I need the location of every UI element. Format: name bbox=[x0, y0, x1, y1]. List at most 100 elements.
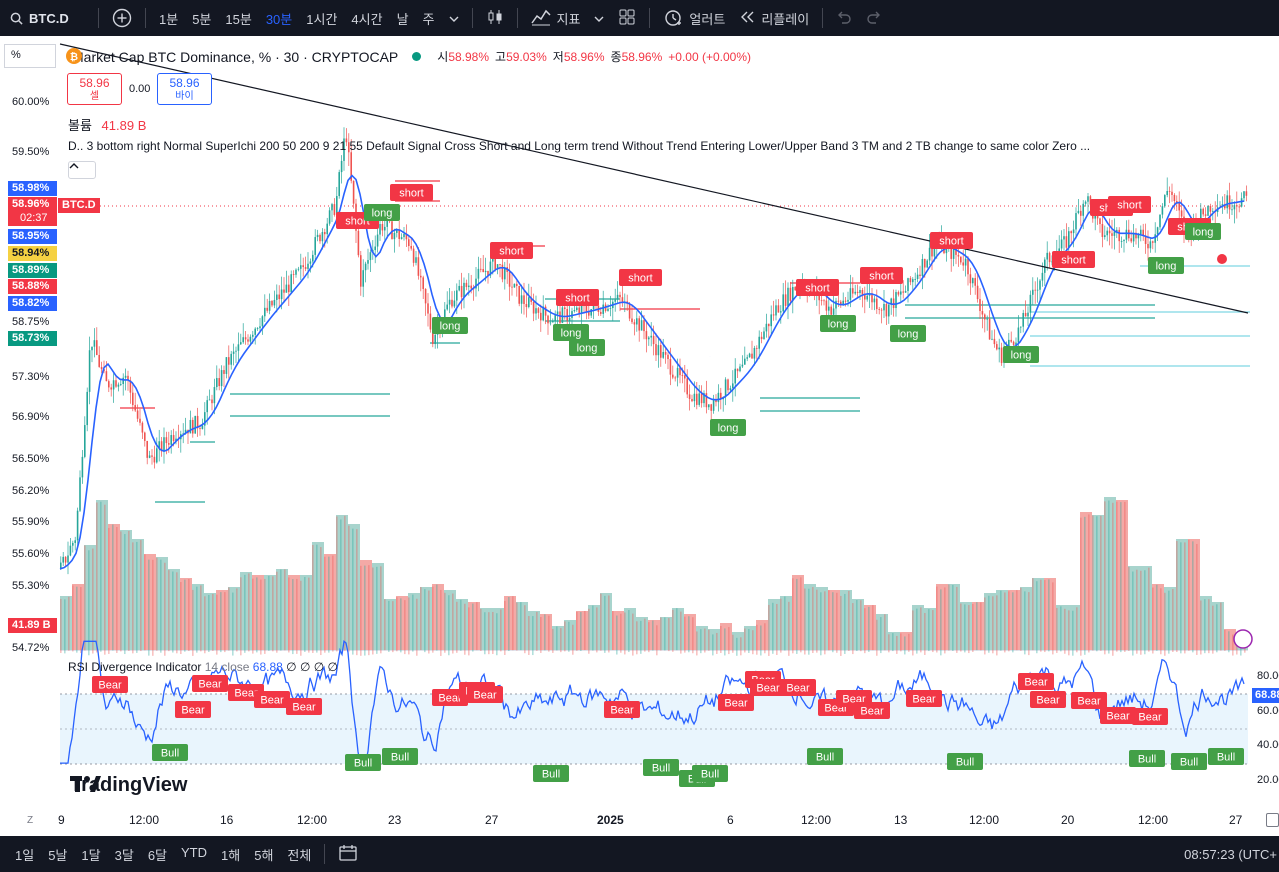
indicators-button[interactable]: 지표 bbox=[524, 0, 588, 36]
redo-button[interactable] bbox=[859, 0, 889, 36]
interval-4[interactable]: 1시간 bbox=[306, 11, 338, 27]
candle-body bbox=[470, 285, 472, 289]
candle-body bbox=[484, 270, 487, 273]
candle-body bbox=[564, 307, 566, 310]
volume-bar bbox=[204, 593, 216, 650]
volume-bar bbox=[544, 614, 546, 651]
range-0[interactable]: 1일 bbox=[15, 847, 35, 863]
candle-body bbox=[321, 232, 324, 242]
candle-body bbox=[211, 399, 213, 404]
undo-button[interactable] bbox=[829, 0, 859, 36]
volume-bar bbox=[228, 587, 230, 651]
candle-body bbox=[1226, 195, 1228, 209]
volume-bar bbox=[912, 605, 924, 650]
candle-body bbox=[794, 286, 796, 291]
bull-signal: Bull bbox=[956, 757, 974, 769]
buy-button[interactable]: 58.96 바이 bbox=[157, 73, 212, 105]
range-7[interactable]: 5해 bbox=[254, 847, 274, 863]
volume-bar bbox=[1160, 588, 1162, 655]
range-5[interactable]: YTD bbox=[181, 844, 208, 860]
interval-3[interactable]: 30분 bbox=[265, 11, 293, 27]
symbol-search[interactable]: BTC.D bbox=[0, 0, 92, 36]
interval-1[interactable]: 5분 bbox=[192, 11, 212, 27]
interval-6[interactable]: 날 bbox=[396, 11, 409, 27]
replay-label: 리플레이 bbox=[761, 11, 810, 27]
range-2[interactable]: 1달 bbox=[81, 847, 101, 863]
chart-canvas[interactable]: short short short short short short short short… bbox=[0, 36, 1279, 836]
range-3[interactable]: 3달 bbox=[114, 847, 134, 863]
volume-bar bbox=[756, 620, 768, 650]
interval-2[interactable]: 15분 bbox=[225, 11, 252, 27]
range-8[interactable]: 전체 bbox=[287, 847, 312, 863]
indicator-legend[interactable]: D.. 3 bottom right Normal SuperIchi 200 … bbox=[68, 139, 1091, 153]
volume-bar bbox=[848, 590, 850, 651]
candle-body bbox=[60, 562, 62, 569]
volume-bar bbox=[532, 616, 534, 656]
candle-body bbox=[1125, 229, 1128, 240]
chart-type-button[interactable] bbox=[479, 0, 511, 36]
bear-signal-bg bbox=[604, 701, 640, 718]
range-4[interactable]: 6달 bbox=[147, 847, 168, 863]
interval-dropdown[interactable] bbox=[442, 0, 466, 36]
volume-bar bbox=[1044, 578, 1056, 650]
volume-bar bbox=[1180, 542, 1182, 654]
scale-mode-box[interactable]: % bbox=[4, 44, 56, 68]
pane-separator bbox=[60, 650, 1248, 651]
zoom-icon[interactable]: Z bbox=[27, 815, 34, 826]
collapse-legend-button[interactable] bbox=[68, 161, 96, 179]
candle-body bbox=[182, 433, 184, 435]
time-axis-label: 12:00 bbox=[297, 813, 328, 827]
volume-bar bbox=[400, 598, 402, 653]
interval-0[interactable]: 1분 bbox=[159, 11, 179, 27]
symbol-name: BTC.D bbox=[29, 10, 69, 26]
interval-5[interactable]: 4시간 bbox=[351, 11, 383, 27]
short-signal: short bbox=[1117, 200, 1141, 212]
candle-body bbox=[782, 294, 784, 312]
moving-average-line bbox=[59, 174, 1245, 570]
low-label: 저 bbox=[552, 50, 564, 64]
volume-bar bbox=[576, 611, 588, 650]
legend-title-row: ₿ Market Cap BTC Dominance, % · 30 · CRY… bbox=[66, 48, 751, 65]
volume-bar bbox=[524, 605, 526, 654]
layout-button[interactable] bbox=[611, 0, 643, 36]
volume-bar bbox=[1104, 501, 1106, 655]
candle-body bbox=[1159, 214, 1161, 228]
candle-body bbox=[511, 286, 513, 288]
compare-button[interactable] bbox=[105, 0, 139, 36]
candle-body bbox=[331, 204, 333, 211]
sell-button[interactable]: 58.96 셀 bbox=[67, 73, 122, 105]
price-tag: 58.82% bbox=[8, 296, 57, 311]
bear-signal-bg bbox=[780, 679, 816, 696]
alerts-button[interactable]: 얼러트 bbox=[656, 0, 732, 36]
candle-body bbox=[775, 305, 777, 316]
candle-body bbox=[302, 265, 304, 268]
range-1[interactable]: 5날 bbox=[48, 847, 68, 863]
interval-7[interactable]: 주 bbox=[422, 11, 435, 27]
clock-display[interactable]: 08:57:23 (UTC+ bbox=[1184, 847, 1277, 862]
volume-bar bbox=[92, 548, 94, 654]
range-6[interactable]: 1해 bbox=[221, 847, 241, 863]
indicators-dropdown[interactable] bbox=[587, 0, 611, 36]
chart-pane[interactable]: short short short short short short short short… bbox=[0, 36, 1279, 836]
volume-bar bbox=[120, 531, 122, 652]
volume-bar bbox=[496, 613, 498, 656]
rsi-legend[interactable]: RSI Divergence Indicator 14 close 68.88 … bbox=[68, 660, 338, 674]
price-tag: 58.98% bbox=[8, 181, 57, 196]
volume-bar bbox=[144, 554, 156, 650]
candle-body bbox=[518, 285, 520, 304]
volume-bar bbox=[660, 617, 662, 651]
settings-icon[interactable] bbox=[1266, 813, 1279, 827]
volume-bar bbox=[136, 541, 138, 653]
bull-signal-bg bbox=[1129, 750, 1165, 767]
candle-body bbox=[1228, 195, 1231, 210]
volume-bar bbox=[696, 631, 698, 656]
date-range-button[interactable] bbox=[331, 844, 365, 865]
volume-bar bbox=[352, 528, 354, 655]
volume-bar bbox=[984, 597, 986, 655]
volume-bar bbox=[60, 596, 72, 650]
candle-body bbox=[835, 300, 837, 309]
candle-body bbox=[645, 331, 648, 340]
candle-body bbox=[1154, 234, 1156, 243]
volume-bar bbox=[372, 567, 374, 655]
replay-button[interactable]: 리플레이 bbox=[732, 0, 816, 36]
